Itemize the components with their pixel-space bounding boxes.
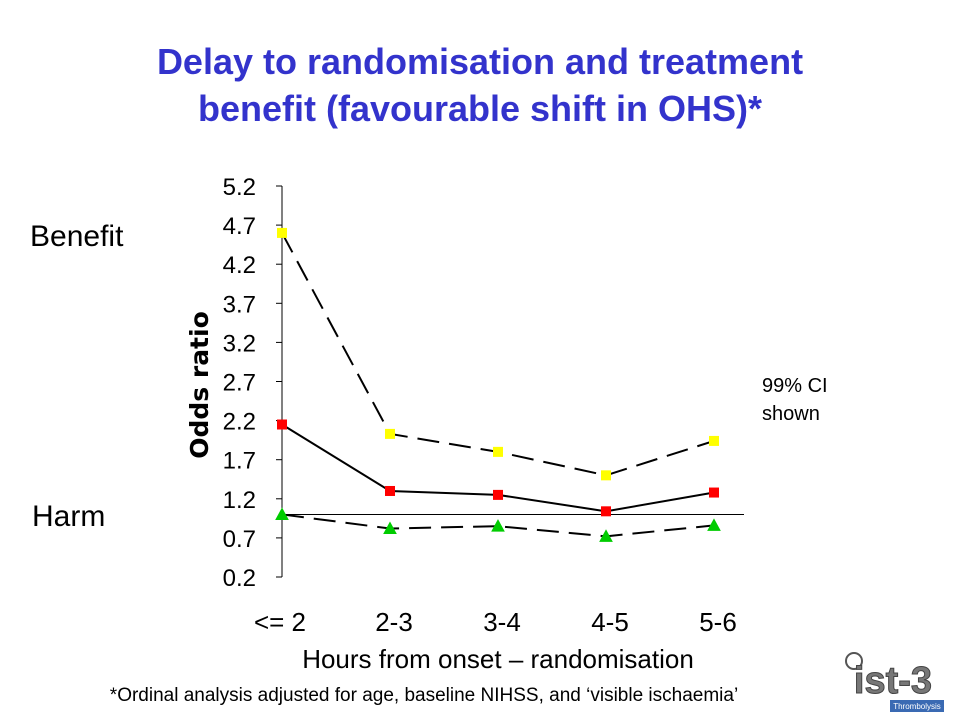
ci-note-line-1: 99% CI — [762, 375, 828, 397]
data-point-lower — [275, 507, 289, 520]
x-tick-label: 2-3 — [375, 607, 413, 637]
series-line-upper — [281, 232, 715, 477]
title-line-1: Delay to randomisation and treatment — [156, 41, 804, 82]
data-point-upper — [709, 435, 719, 446]
ci-note-line-2: shown — [762, 403, 820, 425]
x-tick-label: 5-6 — [699, 607, 737, 637]
y-axis-label: Odds ratio — [185, 311, 214, 459]
data-point-estimate — [601, 506, 611, 517]
y-tick-label: 1.2 — [223, 487, 256, 514]
x-axis-label: Hours from onset – randomisation — [302, 644, 694, 674]
y-tick-label: 5.2 — [223, 174, 256, 201]
data-point-estimate — [493, 489, 503, 500]
data-point-lower — [383, 521, 397, 535]
logo-text: ist-3 — [854, 660, 932, 702]
data-point-estimate — [709, 487, 719, 498]
data-point-lower — [491, 519, 505, 532]
logo-subtext: Thrombolysis — [893, 702, 941, 711]
title-line-2: benefit (favourable shift in OHS)* — [197, 88, 763, 129]
harm-label: Harm — [32, 500, 106, 533]
y-tick-label: 1.7 — [223, 448, 256, 475]
y-tick-label: 2.2 — [223, 409, 256, 436]
data-point-estimate — [385, 485, 395, 496]
y-tick-label: 4.7 — [223, 213, 256, 240]
chart-markers — [275, 227, 721, 542]
y-tick-label: 0.7 — [223, 526, 256, 553]
y-tick-label: 2.7 — [223, 370, 256, 397]
data-point-upper — [277, 227, 287, 238]
data-point-upper — [493, 446, 503, 457]
ci-note: 99% CI shown — [762, 372, 828, 428]
y-tick-label: 3.7 — [223, 291, 256, 318]
data-point-lower — [707, 518, 721, 531]
y-tick-label: 4.2 — [223, 252, 256, 279]
footnote: *Ordinal analysis adjusted for age, base… — [109, 685, 739, 706]
benefit-label: Benefit — [30, 220, 124, 253]
data-point-upper — [385, 428, 395, 439]
ist3-logo: ist-3 Thrombolysis — [845, 652, 944, 712]
y-tick-label: 0.2 — [223, 565, 256, 592]
x-tick-label: 3-4 — [483, 607, 521, 637]
odds-ratio-chart: 5.2 4.7 4.2 3.7 3.2 2.7 2.2 1.7 1.2 0.7 0.2 <= 2 2-3… — [185, 174, 744, 674]
data-point-lower — [599, 529, 613, 542]
x-tick-label: 4-5 — [591, 607, 629, 637]
chart-axes: 5.2 4.7 4.2 3.7 3.2 2.7 2.2 1.7 1.2 0.7 0.2 <= 2 2-3… — [223, 174, 744, 637]
y-tick-label: 3.2 — [223, 330, 256, 357]
data-point-upper — [601, 470, 611, 481]
data-point-estimate — [277, 419, 287, 430]
x-tick-label: <= 2 — [254, 607, 306, 637]
series-line-lower — [281, 513, 715, 538]
page-title: Delay to randomisation and treatment ben… — [0, 38, 960, 132]
